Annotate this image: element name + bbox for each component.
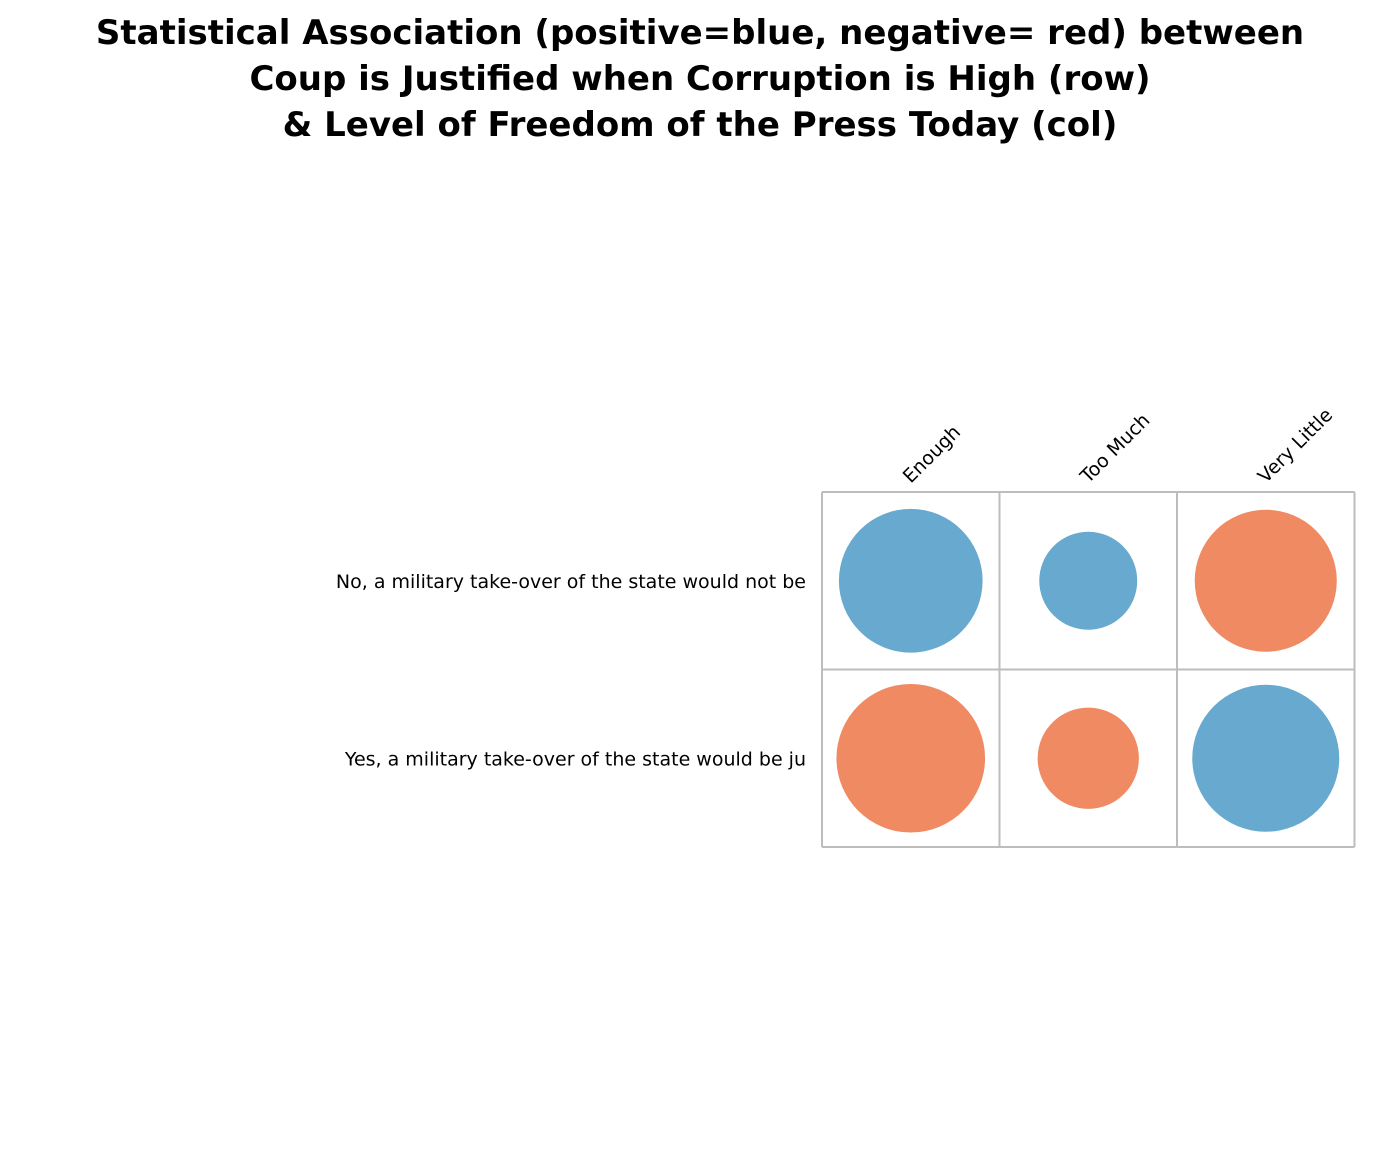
column-label-2: Very Little [1254,404,1337,487]
row-label-0: No, a military take-over of the state wo… [336,571,806,593]
association-circle-r0-c1 [1039,531,1138,630]
association-circle-r0-c0 [838,508,983,653]
chart-title-line-3: & Level of Freedom of the Press Today (c… [282,105,1118,145]
association-circle-r1-c0 [836,683,986,833]
column-label-0: Enough [899,421,965,487]
chart-title-line-2: Coup is Justified when Corruption is Hig… [249,59,1151,99]
association-circle-r0-c2 [1194,509,1337,652]
row-label-1: Yes, a military take-over of the state w… [344,748,806,770]
chart-title-line-1: Statistical Association (positive=blue, … [95,13,1305,53]
chart-title: Statistical Association (positive=blue, … [0,10,1400,148]
association-circle-r1-c2 [1192,684,1340,832]
association-circle-r1-c1 [1037,707,1139,809]
column-label-1: Too Much [1076,409,1155,488]
